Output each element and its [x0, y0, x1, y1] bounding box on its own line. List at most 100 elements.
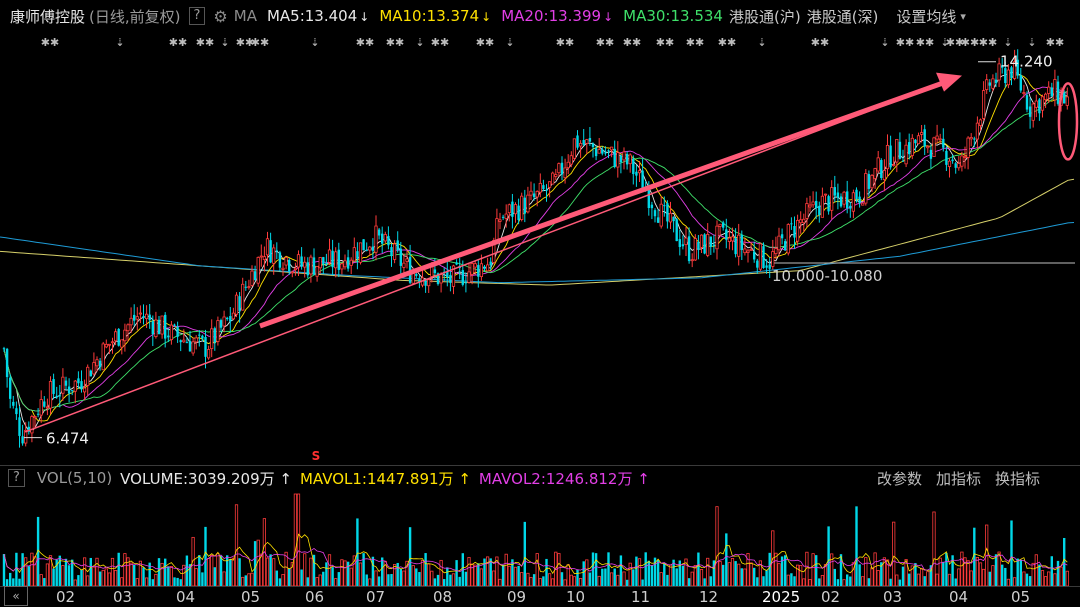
event-marker-icon: ✱✱ [946, 36, 964, 49]
volume-bar [101, 569, 105, 586]
candle-body [790, 223, 793, 225]
candle-body [427, 279, 431, 287]
candle-body [374, 225, 378, 253]
volume-value: VOLUME:3039.209万 ↑ [120, 469, 292, 488]
candle-body [129, 317, 133, 326]
candle-body [288, 260, 291, 271]
event-marker-icon: ✱✱ [979, 36, 997, 49]
volume-bar [994, 554, 998, 586]
settings-ma-button[interactable]: 设置均线 [896, 7, 957, 26]
candle-body [1056, 81, 1060, 104]
event-marker-icon: ✱✱ [556, 36, 574, 49]
event-marker-icon: ✱✱ [916, 36, 934, 49]
volume-bar [973, 527, 976, 586]
chart-toolbar: 康师傅控股 (日线,前复权) ? ⚙ MA MA5:13.404 ↓ MA10:1… [0, 0, 1080, 32]
volume-bar [978, 562, 983, 586]
add-indicator-button[interactable]: 加指标 [935, 469, 981, 488]
event-marker-icon: ✱✱ [623, 36, 641, 49]
link-hk-connect-sh[interactable]: 港股通(沪) [728, 7, 801, 26]
price-chart[interactable]: ✱✱ ⇣ ✱✱ ✱✱ ⇣ ✱✱✱✱ ⇣ ✱✱ ✱✱ ⇣ ✱✱ ✱✱ ⇣ ✱✱ ✱✱ ✱✱ ✱✱ ✱✱ ✱✱ ⇣ ✱✱ ⇣ ✱… [0, 32, 1080, 462]
volume-chart[interactable] [0, 490, 1080, 586]
volume-bar [960, 551, 964, 586]
volume-bar [58, 555, 61, 586]
candle-body [331, 250, 334, 268]
volume-bar [349, 567, 353, 586]
scroll-left-button[interactable]: « [4, 586, 28, 606]
link-hk-connect-sz[interactable]: 港股通(深) [806, 7, 879, 26]
candle-body [966, 137, 970, 158]
volume-bar [107, 572, 111, 586]
candle-body [753, 251, 756, 260]
volume-bar [1038, 564, 1041, 586]
candle-body [1025, 95, 1029, 110]
gear-icon[interactable]: ⚙ [213, 6, 228, 26]
volume-bar [507, 565, 511, 586]
period-mode[interactable]: (日线,前复权) [89, 7, 181, 26]
candle-body [222, 316, 226, 327]
volume-bar [303, 553, 307, 586]
help-icon[interactable]: ? [188, 7, 206, 25]
candle-body [52, 379, 55, 394]
candle-body [867, 174, 871, 189]
candle-body [647, 190, 650, 209]
volume-bar [148, 562, 151, 586]
candle-body [576, 135, 579, 148]
volume-bar [644, 552, 647, 586]
candle-body [61, 376, 65, 394]
volume-bar [997, 551, 1001, 586]
volume-bar [498, 578, 502, 586]
down-arrow-icon: ↓ [359, 10, 370, 24]
volume-bar [836, 579, 840, 586]
signal-marker: S [312, 449, 321, 462]
event-marker-icon: ✱✱ [41, 36, 59, 49]
candle-body [823, 193, 828, 196]
candle-body [628, 154, 632, 165]
candle-body [439, 274, 443, 284]
candle-body [820, 195, 825, 218]
stock-title[interactable]: 康师傅控股 [10, 7, 86, 26]
candle-body [932, 137, 936, 157]
candle-body [991, 78, 995, 89]
candle-body [1053, 79, 1057, 101]
volume-bar [1006, 578, 1011, 586]
candle-body [585, 139, 589, 144]
volume-bar [1028, 576, 1032, 586]
candle-body [92, 362, 96, 375]
down-arrow-icon: ↓ [603, 10, 614, 24]
candle-body [362, 239, 365, 251]
candle-body [951, 159, 954, 162]
volume-bar [415, 568, 418, 586]
candle-body [849, 205, 852, 209]
down-arrow-icon: ↓ [481, 10, 492, 24]
candle-body [622, 151, 626, 161]
volume-bar [746, 553, 750, 586]
candle-body [758, 243, 763, 270]
candle-body [591, 143, 595, 148]
event-marker-icon: ✱✱ [356, 36, 374, 49]
volume-bar [910, 565, 914, 586]
candle-body [256, 257, 260, 284]
volume-bar [969, 570, 973, 586]
event-marker-icon: ✱✱ [961, 36, 979, 49]
help-icon[interactable]: ? [8, 469, 25, 487]
event-marker-icon: ⇣ [1003, 36, 1012, 49]
event-marker-icon: ⇣ [115, 36, 124, 49]
volume-bar [210, 554, 214, 586]
volume-bar [1047, 571, 1051, 586]
volume-bar [169, 566, 173, 586]
candle-body [641, 170, 644, 193]
mavol1-line [3, 533, 1068, 575]
switch-indicator-button[interactable]: 换指标 [994, 469, 1040, 488]
chevron-down-icon[interactable]: ▾ [960, 9, 966, 23]
candle-body [265, 238, 270, 256]
candle-body [48, 381, 53, 409]
volume-bar [157, 558, 161, 586]
candle-body [5, 348, 9, 378]
change-params-button[interactable]: 改参数 [876, 469, 922, 488]
volume-bar [734, 561, 737, 586]
volume-bar [229, 559, 232, 586]
volume-bar [358, 562, 363, 586]
ma10-value: MA10:13.374 ↓ [379, 7, 492, 25]
candle-body [882, 170, 887, 181]
volume-bar [473, 564, 477, 586]
